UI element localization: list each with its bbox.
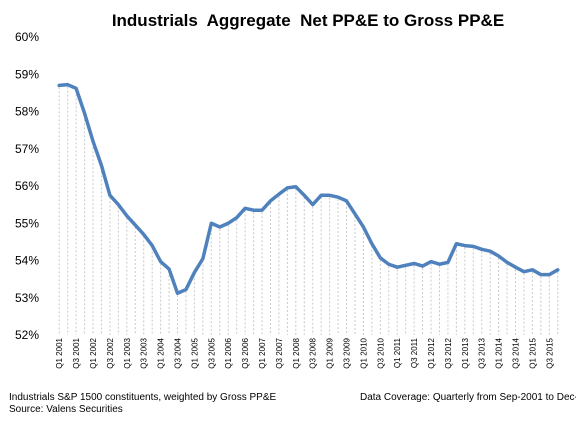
x-tick-label: Q3 2009 bbox=[343, 337, 352, 368]
x-tick-label: Q3 2002 bbox=[106, 337, 115, 368]
x-tick-label: Q3 2004 bbox=[174, 337, 183, 368]
grid-layer bbox=[58, 86, 559, 335]
y-tick-label: 58% bbox=[15, 105, 39, 119]
y-tick-label: 60% bbox=[15, 30, 39, 44]
x-tick-label: Q3 2007 bbox=[275, 337, 284, 368]
footnote-data-coverage: Data Coverage: Quarterly from Sep-2001 t… bbox=[360, 392, 576, 403]
x-tick-label: Q3 2003 bbox=[140, 337, 149, 368]
x-axis: Q1 2001 Q3 2001 Q1 2002 Q3 2002 Q1 2003 Q3 20… bbox=[55, 337, 554, 368]
x-tick-label: Q1 2013 bbox=[461, 337, 470, 368]
x-tick-label: Q3 2006 bbox=[241, 337, 250, 368]
x-tick-label: Q1 2002 bbox=[89, 337, 98, 368]
x-tick-label: Q1 2012 bbox=[427, 337, 436, 368]
x-tick-label: Q3 2010 bbox=[376, 337, 385, 368]
x-tick-label: Q1 2003 bbox=[123, 337, 132, 368]
x-tick-label: Q1 2008 bbox=[292, 337, 301, 368]
x-tick-label: Q3 2012 bbox=[444, 337, 453, 368]
x-tick-label: Q3 2014 bbox=[512, 337, 521, 368]
x-tick-label: Q3 2013 bbox=[478, 337, 487, 368]
x-tick-label: Q3 2001 bbox=[72, 337, 81, 368]
y-tick-label: 57% bbox=[15, 142, 39, 156]
footnote-source: Source: Valens Securities bbox=[9, 404, 123, 415]
y-tick-label: 59% bbox=[15, 67, 39, 81]
x-tick-label: Q1 2007 bbox=[258, 337, 267, 368]
x-tick-label: Q3 2011 bbox=[410, 337, 419, 368]
x-tick-label: Q1 2006 bbox=[224, 337, 233, 368]
x-tick-label: Q3 2015 bbox=[545, 337, 554, 368]
series-line bbox=[57, 82, 560, 296]
y-axis: 52% 53% 54% 55% 56% 57% 58% 59% 60% bbox=[15, 30, 39, 342]
x-tick-label: Q1 2011 bbox=[393, 337, 402, 368]
y-tick-label: 53% bbox=[15, 291, 39, 305]
y-tick-label: 56% bbox=[15, 179, 39, 193]
x-tick-label: Q3 2005 bbox=[207, 337, 216, 368]
y-tick-label: 54% bbox=[15, 254, 39, 268]
x-tick-label: Q1 2009 bbox=[326, 337, 335, 368]
x-tick-label: Q1 2010 bbox=[359, 337, 368, 368]
y-tick-label: 52% bbox=[15, 328, 39, 342]
x-tick-label: Q1 2004 bbox=[157, 337, 166, 368]
footnote-constituents: Industrials S&P 1500 constituents, weigh… bbox=[9, 392, 277, 403]
x-tick-label: Q1 2001 bbox=[55, 337, 64, 368]
x-tick-label: Q1 2005 bbox=[190, 337, 199, 368]
series-layer bbox=[57, 82, 560, 296]
x-tick-label: Q1 2015 bbox=[528, 337, 537, 368]
x-tick-label: Q1 2014 bbox=[495, 337, 504, 368]
chart-title: Industrials Aggregate Net PP&E to Gross … bbox=[112, 11, 504, 30]
y-tick-label: 55% bbox=[15, 216, 39, 230]
x-tick-label: Q3 2008 bbox=[309, 337, 318, 368]
